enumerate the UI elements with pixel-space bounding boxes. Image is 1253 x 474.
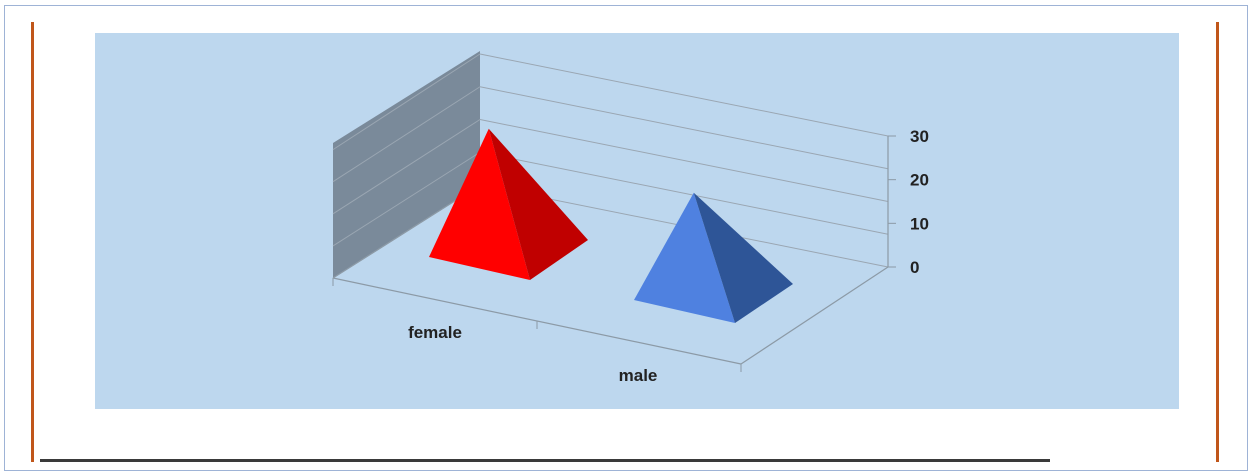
wall-gridline (332, 151, 481, 247)
gridline (479, 119, 889, 202)
gridline (479, 151, 889, 235)
gridlines (332, 53, 889, 279)
category-label-male: male (619, 366, 658, 385)
pyramid-male-side-face (693, 192, 793, 323)
y-tick-label: 10 (910, 214, 929, 233)
y-axis-ticks: 0 10 20 30 (888, 127, 929, 277)
category-label-female: female (408, 323, 462, 342)
category-labels: female male (408, 323, 657, 385)
wall-gridline (332, 53, 481, 151)
plot-area (95, 33, 1179, 409)
floor-right-edge (740, 266, 889, 365)
wall-gridline (332, 119, 481, 215)
y-tick-label: 0 (910, 258, 919, 277)
pyramid-female-front-face (429, 128, 530, 280)
y-tick-label: 30 (910, 127, 929, 146)
bottom-rule (40, 459, 1050, 462)
pyramid-male-front-face (634, 192, 735, 323)
axes (332, 136, 889, 372)
gridline (479, 53, 889, 137)
side-wall (333, 51, 480, 278)
wall-gridline (332, 86, 481, 183)
gridline (479, 86, 889, 170)
pyramid-marks (429, 128, 793, 323)
y-tick-label: 20 (910, 171, 929, 190)
pyramid-female-side-face (488, 128, 588, 280)
chart-shape-border (31, 22, 1219, 462)
